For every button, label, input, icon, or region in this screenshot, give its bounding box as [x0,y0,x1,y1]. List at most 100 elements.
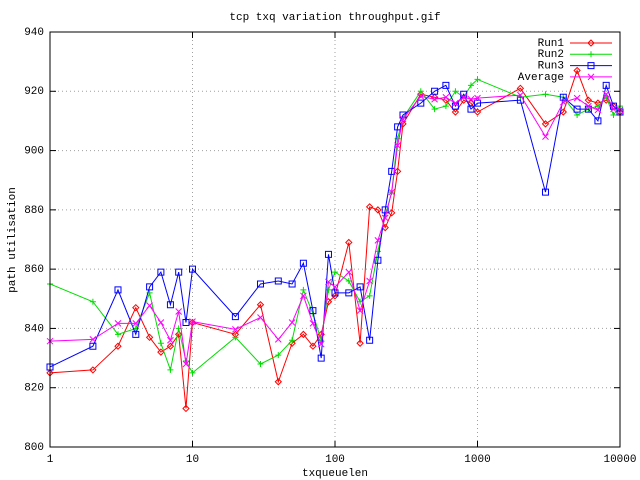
marker [517,91,524,99]
marker [584,96,593,104]
marker [573,94,581,102]
marker [182,360,190,368]
y-tick-label: 940 [24,27,44,39]
marker [317,340,325,348]
marker [365,203,374,211]
marker [331,292,339,300]
marker [573,66,581,75]
legend-marker [587,73,595,81]
marker [309,307,317,315]
marker [114,331,121,338]
marker [474,76,481,83]
marker [157,319,165,326]
marker [46,363,54,371]
marker [309,342,317,350]
marker [157,268,165,276]
marker [317,354,325,362]
marker [473,108,482,116]
marker [288,319,296,326]
x-tick-label: 10000 [603,454,636,466]
marker [366,277,373,285]
y-tick-label: 820 [24,383,44,395]
marker [417,88,424,95]
marker [394,142,401,149]
marker [182,319,190,326]
marker [442,93,450,101]
y-tick-label: 880 [24,205,44,217]
marker [452,88,459,95]
marker [345,268,353,276]
marker [374,237,382,244]
marker [356,339,364,347]
legend-item: Run3 [538,61,612,73]
marker [189,318,196,325]
marker [114,320,122,327]
marker [451,102,459,110]
marker [167,366,174,373]
marker [146,302,153,309]
legend-item: Run1 [538,38,612,50]
marker [585,102,592,110]
marker [474,94,481,102]
marker [331,283,339,291]
y-tick-label: 800 [24,442,44,454]
y-tick-label: 900 [24,145,44,157]
marker [89,298,96,305]
marker [189,369,196,376]
marker [232,325,239,333]
legend-item: Average [518,72,612,84]
marker [430,93,439,101]
marker [299,330,308,339]
marker [474,99,481,107]
marker [602,81,610,89]
marker [256,301,265,309]
marker [594,117,602,125]
marker [388,167,396,175]
marker [257,314,264,321]
marker [167,336,174,344]
marker [182,404,190,413]
legend-label: Average [518,72,564,84]
marker [387,209,396,217]
marker [300,286,307,293]
marker [89,342,97,350]
marker [345,289,353,297]
marker [288,280,296,288]
chart-title: tcp txq variation throughput.gif [229,12,440,24]
y-tick-label: 860 [24,264,44,276]
x-tick-label: 1000 [464,454,490,466]
marker [345,238,353,247]
marker [374,206,382,214]
marker [356,307,364,314]
marker [442,81,450,89]
marker [231,313,239,321]
marker [132,320,140,327]
marker [602,90,610,98]
x-axis-label: txqueuelen [302,468,368,480]
y-axis-label: path utilisation [7,187,19,293]
marker [275,352,282,359]
marker [559,98,567,106]
marker [274,336,282,343]
marker [541,188,549,196]
marker [299,259,307,267]
marker [460,90,468,98]
marker [309,320,317,327]
marker [610,112,617,118]
marker [89,366,97,374]
marker [366,292,373,299]
legend-label: Run1 [538,38,565,50]
marker [381,214,389,222]
x-tick-label: 10 [186,454,199,466]
marker [289,337,296,344]
legend-label: Run2 [538,49,564,61]
x-tick-label: 100 [325,454,345,466]
y-tick-label: 920 [24,86,44,98]
marker [467,95,475,103]
marker [145,333,154,342]
marker [345,278,352,284]
marker [417,99,425,107]
marker [332,269,338,276]
